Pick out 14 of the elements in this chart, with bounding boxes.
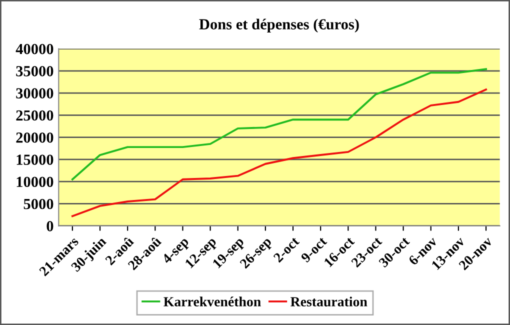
chart-title: Dons et dépenses (€uros) — [199, 18, 359, 33]
y-tick-label: 5000 — [24, 198, 54, 210]
legend-label: Karrekvenéthon — [164, 296, 261, 306]
y-tick-label: 35000 — [16, 66, 54, 76]
line-series — [71, 88, 487, 218]
y-tick-label: 25000 — [16, 110, 54, 121]
y-tick-label: 30000 — [16, 88, 54, 98]
legend-label: Restauration — [290, 296, 368, 306]
line-series — [71, 68, 487, 180]
y-tick-label: 15000 — [16, 154, 54, 165]
y-tick-label: 0 — [46, 221, 54, 232]
y-tick-label: 20000 — [16, 132, 54, 143]
y-tick-label: 10000 — [16, 176, 54, 188]
y-tick-label: 40000 — [16, 44, 54, 54]
